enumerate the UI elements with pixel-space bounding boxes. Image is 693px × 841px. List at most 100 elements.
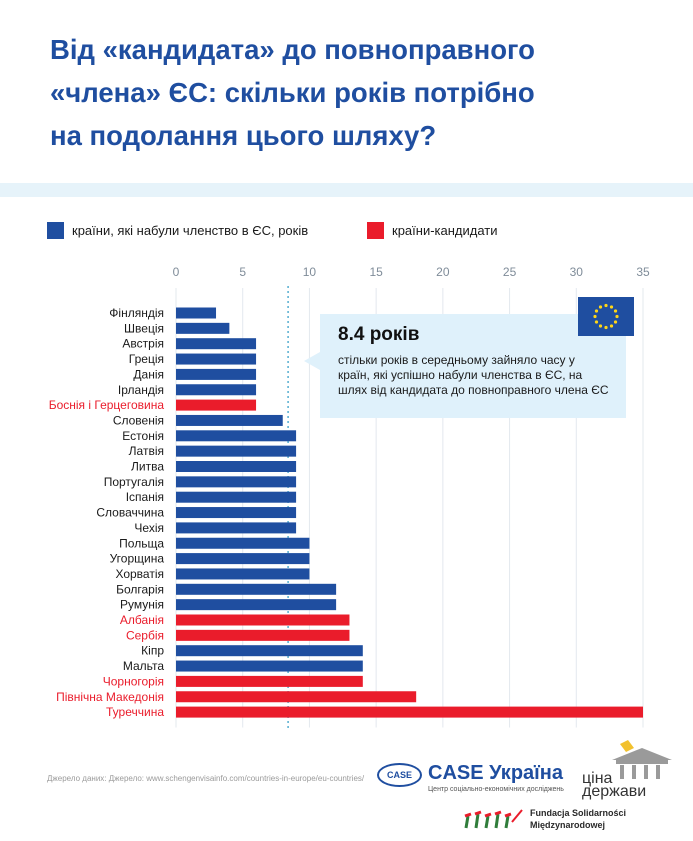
x-tick-label: 5 bbox=[239, 265, 246, 279]
eu-star bbox=[615, 314, 619, 319]
category-label: Кіпр bbox=[141, 644, 164, 658]
category-label: Естонія bbox=[122, 429, 164, 443]
category-label: Північна Македонія bbox=[56, 690, 164, 704]
case-logo-icon: CASE bbox=[377, 763, 422, 787]
fsm-logo-icon bbox=[464, 809, 523, 829]
case-ukraine-name: CASE Україна bbox=[428, 762, 563, 784]
callout-pointer bbox=[304, 352, 320, 370]
bar bbox=[176, 414, 283, 426]
bar bbox=[176, 399, 257, 411]
legend-item-members: країни, які набули членство в ЄС, років bbox=[47, 220, 308, 240]
eu-star bbox=[604, 303, 608, 308]
category-label: Румунія bbox=[120, 598, 164, 612]
bar bbox=[176, 568, 310, 580]
category-label: Чехія bbox=[134, 521, 164, 535]
bar bbox=[176, 507, 297, 519]
case-ukraine-subtitle: Центр соціально-економічних досліджень bbox=[428, 786, 564, 793]
eu-star bbox=[609, 324, 614, 328]
eu-star bbox=[594, 320, 599, 324]
tsina-derzhavy-logo-icon bbox=[612, 740, 672, 779]
fsm-name-line-1: Fundacja Solidarności bbox=[530, 808, 627, 818]
bar bbox=[176, 629, 350, 641]
category-label: Боснія і Герцеговина bbox=[49, 398, 165, 412]
x-tick-label: 20 bbox=[436, 265, 450, 279]
case-logo-text: CASE bbox=[386, 770, 412, 780]
x-tick-label: 35 bbox=[636, 265, 650, 279]
bar bbox=[176, 338, 257, 350]
eu-star bbox=[604, 325, 608, 330]
category-label: Албанія bbox=[120, 613, 164, 627]
bar bbox=[176, 522, 297, 534]
bar bbox=[176, 583, 337, 595]
bar bbox=[176, 322, 230, 334]
bar bbox=[176, 706, 643, 718]
category-label: Греція bbox=[129, 352, 164, 366]
bar bbox=[176, 368, 257, 380]
bar bbox=[176, 691, 417, 703]
bar bbox=[176, 353, 257, 365]
eu-flag-icon bbox=[578, 297, 634, 336]
bar bbox=[176, 307, 217, 319]
category-label: Ірландія bbox=[118, 383, 164, 397]
tsina-logo-text-1: ціна bbox=[582, 770, 613, 787]
eu-star bbox=[598, 324, 603, 328]
category-label: Іспанія bbox=[126, 490, 164, 504]
bar bbox=[176, 599, 337, 611]
title-line-1: Від «кандидата» до повноправного bbox=[50, 34, 535, 65]
category-label: Португалія bbox=[104, 475, 164, 489]
eu-star bbox=[609, 305, 614, 309]
category-label: Фінляндія bbox=[109, 306, 164, 320]
x-tick-label: 25 bbox=[503, 265, 517, 279]
average-callout: 8.4 років стільки років в середньому зай… bbox=[320, 314, 626, 418]
bar bbox=[176, 537, 310, 549]
callout-text: стільки років в середньому зайняло часу … bbox=[338, 353, 609, 397]
eu-star bbox=[594, 309, 599, 313]
bar bbox=[176, 660, 363, 672]
fsm-name-line-2: Międzynarodowej bbox=[530, 820, 606, 830]
eu-star bbox=[593, 314, 597, 319]
legend-item-candidates: країни-кандидати bbox=[367, 220, 498, 240]
bar bbox=[176, 445, 297, 457]
x-tick-label: 30 bbox=[570, 265, 584, 279]
category-label: Польща bbox=[119, 536, 164, 550]
bar bbox=[176, 430, 297, 442]
bar bbox=[176, 384, 257, 396]
bar bbox=[176, 461, 297, 472]
category-label: Австрія bbox=[122, 337, 164, 351]
title-line-3: на подолання цього шляху? bbox=[50, 120, 437, 151]
category-label: Угорщина bbox=[110, 552, 165, 566]
category-label: Данія bbox=[133, 367, 164, 381]
bar bbox=[176, 614, 350, 626]
category-label: Словенія bbox=[113, 413, 164, 427]
legend-swatch-members bbox=[47, 221, 64, 239]
bar bbox=[176, 491, 297, 503]
eu-star bbox=[613, 320, 618, 324]
source-note: Джерело даних: Джерело: www.schengenvisa… bbox=[47, 774, 365, 783]
category-label: Словаччина bbox=[96, 506, 164, 520]
page-title: Від «кандидата» до повноправного «члена»… bbox=[50, 28, 670, 157]
divider-band bbox=[0, 183, 693, 197]
bar bbox=[176, 675, 363, 687]
eu-star bbox=[613, 309, 618, 313]
category-label: Хорватія bbox=[115, 567, 164, 581]
eu-star bbox=[598, 305, 603, 309]
title-line-2: «члена» ЄС: скільки років потрібно bbox=[50, 77, 535, 108]
category-label: Сербія bbox=[126, 628, 164, 642]
category-label: Латвія bbox=[129, 444, 164, 458]
legend-swatch-candidates bbox=[367, 221, 384, 239]
bar bbox=[176, 476, 297, 488]
legend-label-members: країни, які набули членство в ЄС, років bbox=[72, 222, 309, 238]
callout-value: 8.4 років bbox=[338, 324, 420, 345]
x-tick-label: 10 bbox=[303, 265, 317, 279]
category-label: Болгарія bbox=[116, 582, 164, 596]
category-label: Швеція bbox=[124, 321, 164, 335]
category-label: Мальта bbox=[123, 659, 164, 673]
bar bbox=[176, 645, 363, 657]
bar bbox=[176, 553, 310, 565]
category-label: Туреччина bbox=[106, 705, 164, 719]
legend-label-candidates: країни-кандидати bbox=[392, 222, 498, 238]
category-label: Чорногорія bbox=[103, 674, 164, 688]
x-tick-label: 15 bbox=[369, 265, 383, 279]
x-tick-label: 0 bbox=[173, 265, 180, 279]
category-label: Литва bbox=[131, 460, 164, 474]
